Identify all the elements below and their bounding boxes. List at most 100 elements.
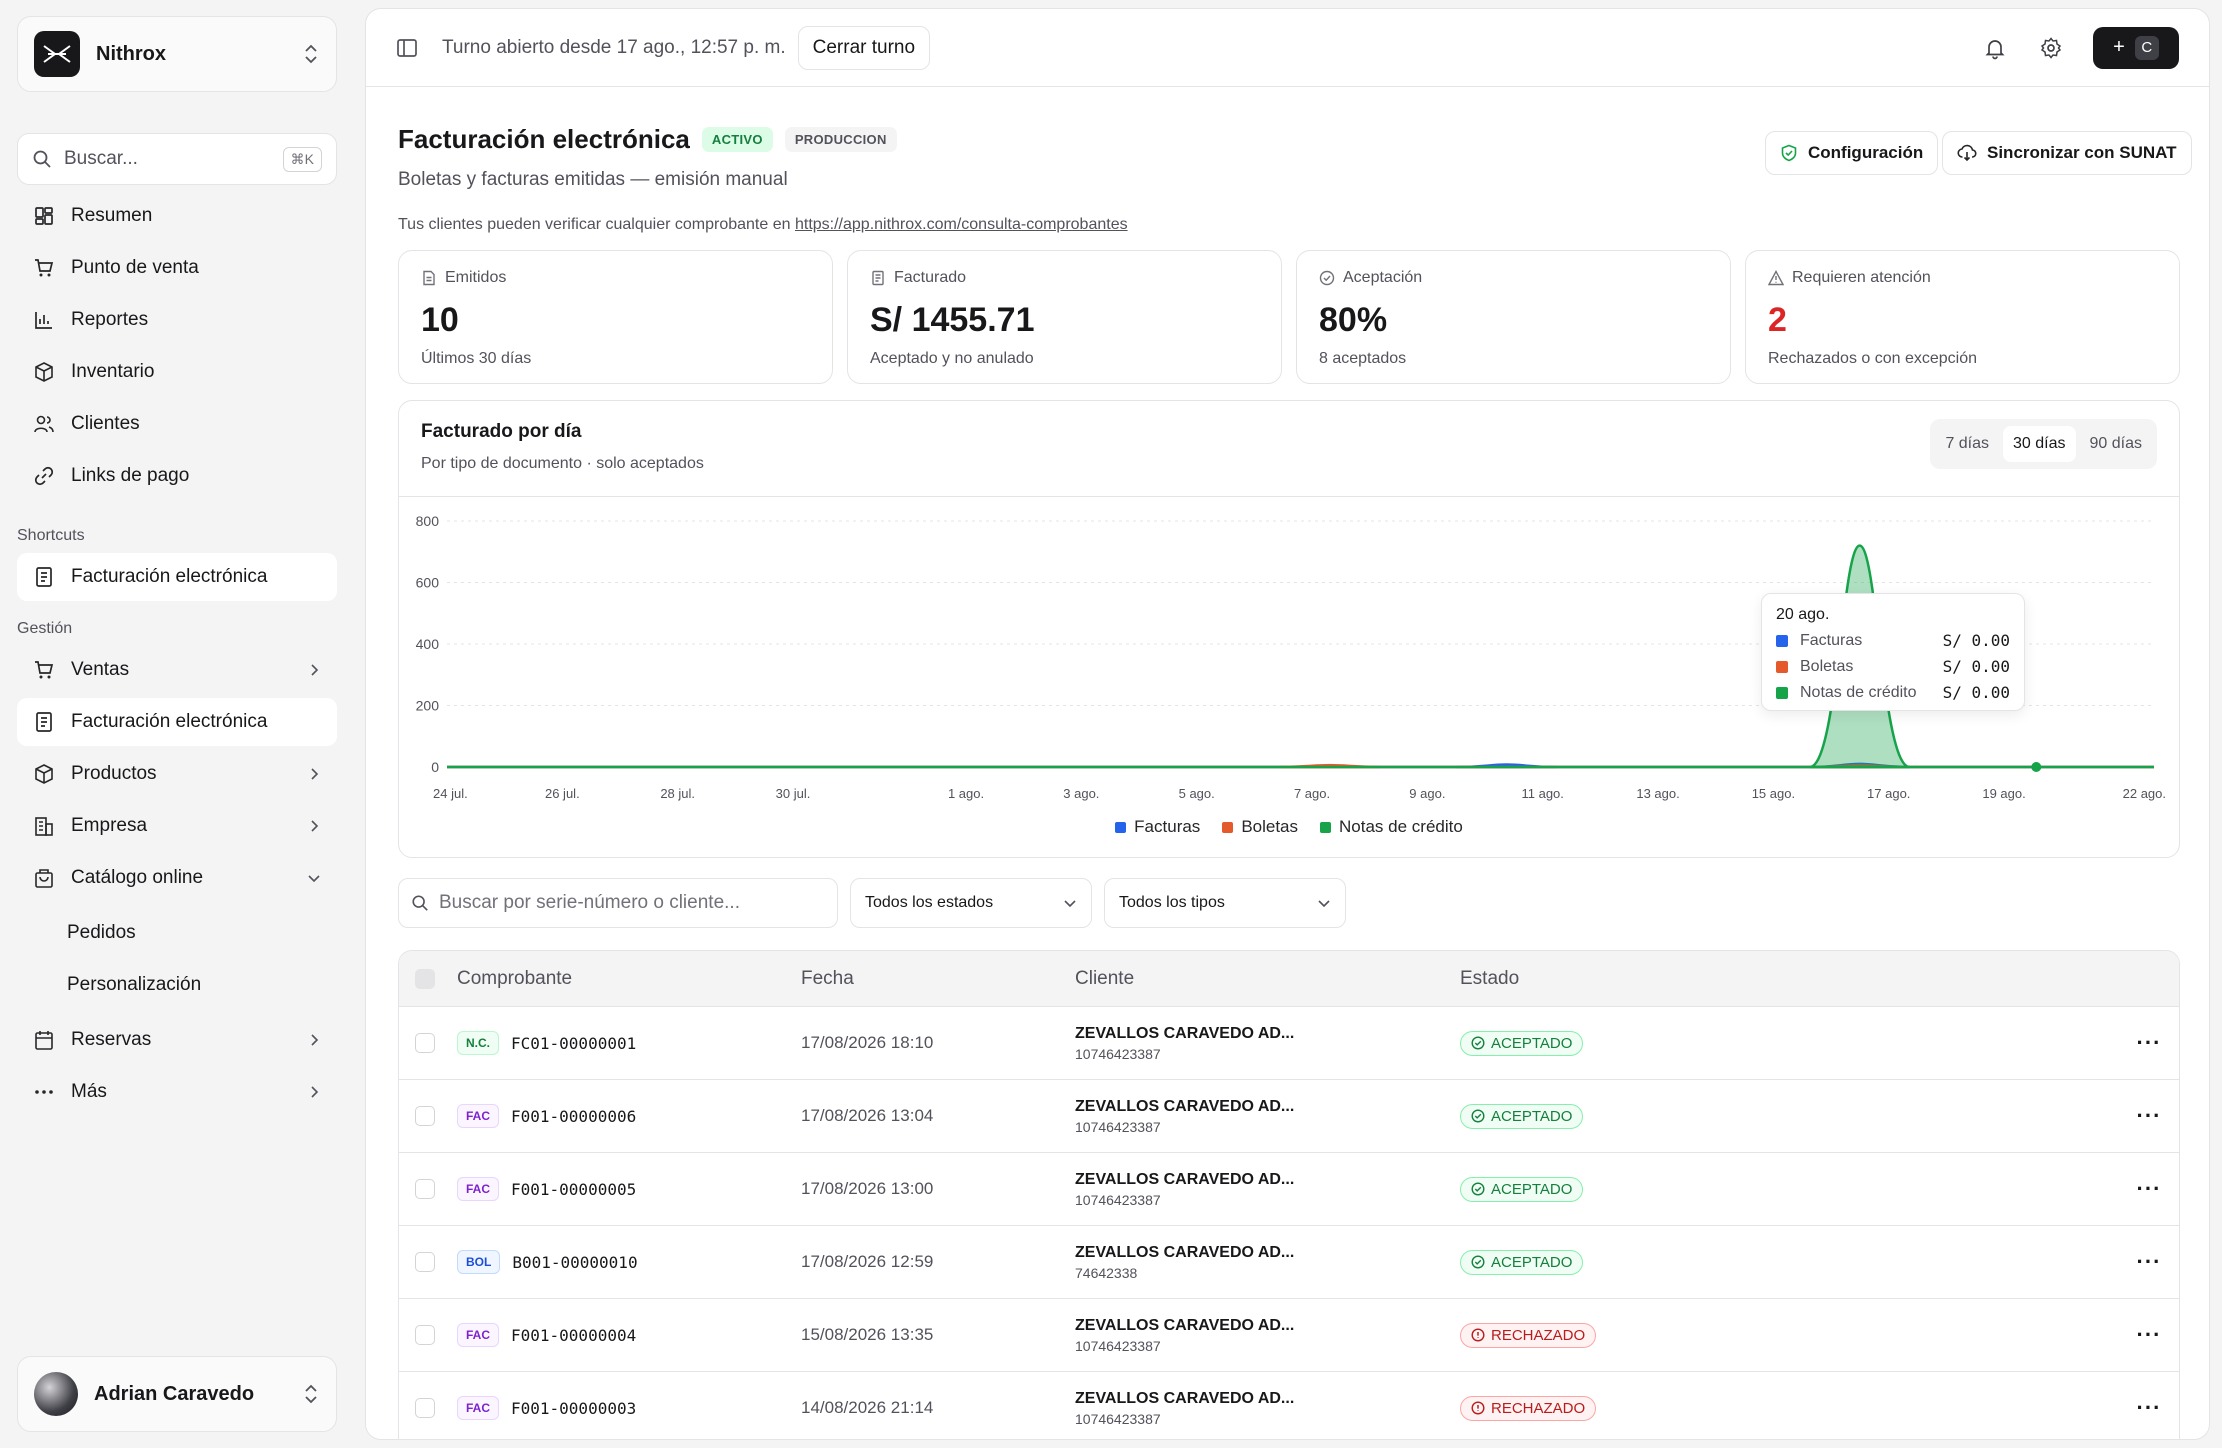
document-type-badge: FAC — [457, 1396, 499, 1420]
sidebar-item-reportes[interactable]: Reportes — [17, 296, 337, 344]
type-filter-select[interactable]: Todos los tipos — [1104, 878, 1346, 928]
kpi-sub: Rechazados o con excepción — [1768, 350, 1978, 367]
cell-cliente: ZEVALLOS CARAVEDO AD... 10746423387 — [1075, 1171, 1460, 1208]
environment-badge: PRODUCCION — [784, 127, 897, 152]
configuration-button[interactable]: Configuración — [1765, 131, 1939, 175]
table-row[interactable]: N.C. FC01-00000001 17/08/2026 18:10 ZEVALLO… — [399, 1007, 2179, 1080]
cart-icon — [35, 259, 54, 277]
row-actions-button[interactable]: ··· — [2136, 1176, 2162, 1201]
sidebar-item-facturacion-electronica[interactable]: Facturación electrónica — [17, 698, 337, 746]
verify-text: Tus clientes pueden verificar cualquier … — [398, 216, 791, 233]
row-actions-button[interactable]: ··· — [2136, 1249, 2162, 1274]
check-circle-icon — [1471, 1036, 1485, 1050]
status-badge: ACEPTADO — [1460, 1176, 1584, 1202]
column-cliente[interactable]: Cliente — [1075, 967, 1135, 989]
table-row[interactable]: FAC F001-00000005 17/08/2026 13:00 ZEVALLOS… — [399, 1153, 2179, 1226]
cell-cliente: ZEVALLOS CARAVEDO AD... 10746423387 — [1075, 1390, 1460, 1427]
verify-link[interactable]: https://app.nithrox.com/consulta-comprob… — [794, 216, 1128, 233]
column-comprobante[interactable]: Comprobante — [457, 967, 573, 989]
tooltip-row-boletas: Boletas S/ 0.00 — [1776, 657, 2010, 676]
sidebar-toggle-icon[interactable] — [396, 37, 418, 59]
page-title: Facturación electrónica — [398, 124, 690, 154]
document-number[interactable]: F001-00000005 — [511, 1179, 637, 1199]
sidebar-subitem-personalizacion[interactable]: Personalización — [67, 974, 202, 995]
sidebar-item-productos[interactable]: Productos — [17, 750, 337, 798]
cell-fecha: 17/08/2026 12:59 — [801, 1252, 934, 1271]
document-type-badge: BOL — [457, 1250, 501, 1274]
select-all-checkbox[interactable] — [415, 968, 435, 989]
legend-item-notas-de-credito[interactable]: Notas de crédito — [1320, 817, 1463, 837]
range-30-dias[interactable]: 30 días — [2003, 426, 2076, 462]
kpi-value: S/ 1455.71 — [870, 301, 1035, 339]
dashboard-icon — [35, 207, 53, 225]
quick-create-button[interactable]: + C — [2093, 26, 2179, 69]
x-tick-label: 3 ago. — [1063, 786, 1099, 801]
row-actions-button[interactable]: ··· — [2136, 1030, 2162, 1055]
sidebar-item-clientes[interactable]: Clientes — [17, 400, 337, 448]
document-number[interactable]: F001-00000004 — [511, 1325, 637, 1345]
chevron-up-down-icon — [305, 44, 317, 64]
user-name: Adrian Caravedo — [94, 1382, 255, 1405]
shortcut-facturacion-electronica[interactable]: Facturación electrónica — [17, 553, 337, 601]
sidebar-item-links-de-pago[interactable]: Links de pago — [17, 452, 337, 500]
cell-estado: ACEPTADO — [1460, 1249, 2119, 1275]
sidebar-item-label: Punto de venta — [71, 257, 199, 278]
sidebar-item-resumen[interactable]: Resumen — [17, 192, 337, 240]
row-checkbox[interactable] — [415, 1033, 435, 1053]
table-search-input[interactable]: Buscar por serie-número o cliente... — [398, 878, 838, 928]
sidebar-item-label: Links de pago — [71, 465, 190, 486]
table-row[interactable]: BOL B001-00000010 17/08/2026 12:59 ZEVALLOS… — [399, 1226, 2179, 1299]
document-number[interactable]: FC01-00000001 — [511, 1033, 637, 1053]
row-checkbox[interactable] — [415, 1179, 435, 1199]
users-icon — [34, 415, 54, 433]
row-checkbox[interactable] — [415, 1252, 435, 1272]
sidebar-item-empresa[interactable]: Empresa — [17, 802, 337, 850]
table-row[interactable]: FAC F001-00000006 17/08/2026 13:04 ZEVALLOS… — [399, 1080, 2179, 1153]
range-90-dias[interactable]: 90 días — [2089, 435, 2142, 452]
workspace-switcher[interactable]: Nithrox — [17, 16, 337, 92]
check-circle-icon — [1471, 1255, 1485, 1269]
bell-icon[interactable] — [1983, 36, 2007, 60]
row-actions-button[interactable]: ··· — [2136, 1395, 2162, 1420]
sidebar-search[interactable]: Buscar... ⌘K — [17, 133, 337, 185]
sync-sunat-button[interactable]: Sincronizar con SUNAT — [1942, 131, 2192, 175]
sidebar-item-mas[interactable]: Más — [17, 1068, 337, 1116]
legend-item-boletas[interactable]: Boletas — [1222, 817, 1298, 837]
sidebar-item-label: Catálogo online — [71, 867, 204, 888]
document-number[interactable]: B001-00000010 — [512, 1252, 638, 1272]
table-row[interactable]: FAC F001-00000004 15/08/2026 13:35 ZEVALLOS… — [399, 1299, 2179, 1372]
client-document: 10746423387 — [1075, 1410, 1161, 1427]
column-estado[interactable]: Estado — [1460, 967, 1520, 989]
avatar — [34, 1372, 78, 1416]
sidebar-item-ventas[interactable]: Ventas — [17, 646, 337, 694]
range-7-dias[interactable]: 7 días — [1945, 435, 1990, 452]
sidebar-item-punto-de-venta[interactable]: Punto de venta — [17, 244, 337, 292]
x-tick-label: 7 ago. — [1294, 786, 1330, 801]
x-tick-label: 26 jul. — [545, 786, 580, 801]
legend-item-facturas[interactable]: Facturas — [1115, 817, 1200, 837]
user-menu[interactable]: Adrian Caravedo — [17, 1356, 337, 1432]
table-row[interactable]: FAC F001-00000003 14/08/2026 21:14 ZEVALLOS… — [399, 1372, 2179, 1439]
chevron-right-icon — [311, 664, 319, 676]
row-actions-button[interactable]: ··· — [2136, 1103, 2162, 1128]
row-actions-button[interactable]: ··· — [2136, 1322, 2162, 1347]
document-type-badge: N.C. — [457, 1031, 499, 1055]
gear-icon[interactable] — [2039, 36, 2063, 60]
row-checkbox[interactable] — [415, 1325, 435, 1345]
document-number[interactable]: F001-00000003 — [511, 1398, 637, 1418]
close-shift-button[interactable]: Cerrar turno — [797, 25, 931, 70]
sidebar-item-reservas[interactable]: Reservas — [17, 1016, 337, 1064]
sidebar-item-catalogo-online[interactable]: Catálogo online — [17, 854, 337, 902]
state-filter-select[interactable]: Todos los estados — [850, 878, 1092, 928]
cell-comprobante: BOL B001-00000010 — [457, 1250, 801, 1274]
row-checkbox[interactable] — [415, 1106, 435, 1126]
row-checkbox[interactable] — [415, 1398, 435, 1418]
document-type-badge: FAC — [457, 1323, 499, 1347]
document-number[interactable]: F001-00000006 — [511, 1106, 637, 1126]
gestion-section-label: Gestión — [17, 620, 73, 637]
chevron-right-icon — [311, 768, 319, 780]
column-fecha[interactable]: Fecha — [801, 967, 854, 989]
sidebar-item-inventario[interactable]: Inventario — [17, 348, 337, 396]
configuration-label: Configuración — [1808, 143, 1924, 162]
sidebar-subitem-pedidos[interactable]: Pedidos — [67, 922, 136, 943]
